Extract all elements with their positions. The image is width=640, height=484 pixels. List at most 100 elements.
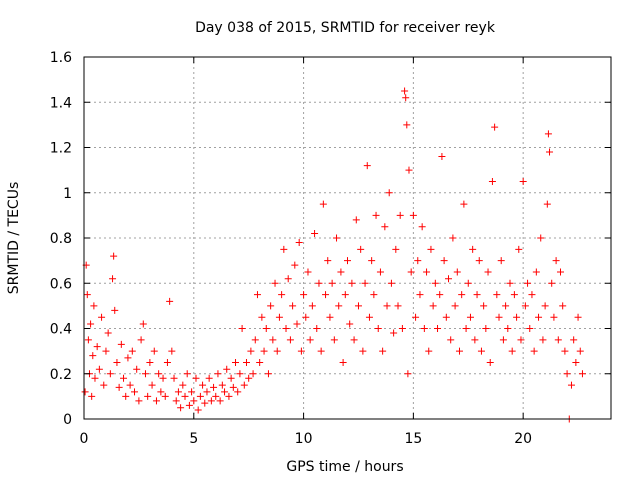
data-point <box>284 275 292 283</box>
data-point <box>291 261 299 269</box>
y-tick-label: 1.6 <box>50 50 72 66</box>
data-point <box>90 302 98 310</box>
data-point <box>519 177 527 185</box>
data-point <box>273 347 281 355</box>
y-tick-label: 1 <box>63 186 72 202</box>
data-point <box>251 336 259 344</box>
data-point <box>521 302 529 310</box>
data-point <box>188 388 196 396</box>
data-point <box>484 268 492 276</box>
data-point <box>95 365 103 373</box>
data-point <box>359 347 367 355</box>
data-point <box>572 358 580 366</box>
data-point <box>269 336 277 344</box>
data-point <box>117 340 125 348</box>
data-point <box>192 374 200 382</box>
data-point <box>319 200 327 208</box>
y-tick-label: 0.2 <box>50 367 72 383</box>
data-point <box>275 313 283 321</box>
data-point <box>548 279 556 287</box>
data-point <box>416 291 424 299</box>
data-point <box>124 354 132 362</box>
data-point <box>144 392 152 400</box>
data-point <box>83 291 91 299</box>
data-point <box>141 370 149 378</box>
data-point <box>137 336 145 344</box>
data-point <box>146 358 154 366</box>
data-point <box>221 388 229 396</box>
x-tick-label: 0 <box>80 431 89 447</box>
data-point <box>210 383 218 391</box>
data-point <box>100 381 108 389</box>
data-point <box>466 313 474 321</box>
data-point <box>423 268 431 276</box>
data-point <box>242 358 250 366</box>
data-point <box>157 388 165 396</box>
data-point <box>126 381 134 389</box>
data-point <box>122 392 130 400</box>
data-point <box>392 245 400 253</box>
data-point <box>403 121 411 129</box>
data-point <box>517 336 525 344</box>
data-point <box>394 302 402 310</box>
data-point <box>344 257 351 265</box>
data-point <box>372 211 380 219</box>
data-point <box>89 352 97 360</box>
data-point <box>464 279 472 287</box>
data-point <box>267 302 275 310</box>
data-point <box>168 347 176 355</box>
data-point <box>460 200 468 208</box>
data-point <box>469 245 477 253</box>
data-point <box>404 370 412 378</box>
data-point <box>311 229 319 237</box>
data-point <box>409 211 417 219</box>
data-point <box>207 397 215 405</box>
data-point <box>264 370 272 378</box>
data-point <box>317 347 325 355</box>
y-axis-label: SRMTID / TECUs <box>6 182 22 295</box>
data-point <box>567 381 575 389</box>
data-point <box>493 291 501 299</box>
data-point <box>205 374 213 382</box>
data-point <box>402 94 410 102</box>
data-point <box>374 325 382 332</box>
x-axis: 0 5 10 15 20 <box>80 57 532 447</box>
data-point <box>354 302 362 310</box>
data-point <box>115 383 123 391</box>
data-point <box>199 381 207 389</box>
data-point <box>491 123 499 131</box>
data-point <box>262 325 270 332</box>
data-point <box>574 313 582 321</box>
data-point <box>368 257 376 265</box>
data-point <box>405 166 413 174</box>
data-point <box>412 313 420 321</box>
x-tick-label: 5 <box>189 431 198 447</box>
data-point <box>196 392 204 400</box>
data-point <box>152 397 160 405</box>
data-point <box>365 313 373 321</box>
data-point <box>475 257 483 265</box>
data-point <box>148 381 156 389</box>
x-tick-label: 20 <box>514 431 532 447</box>
data-point <box>541 302 549 310</box>
data-point <box>480 302 488 310</box>
data-point <box>524 279 532 287</box>
data-point <box>398 325 406 332</box>
data-point <box>508 347 516 355</box>
data-point <box>172 397 180 405</box>
data-point <box>401 87 409 95</box>
data-point <box>227 374 235 382</box>
data-point <box>381 223 389 231</box>
data-point <box>445 275 453 283</box>
data-point <box>554 336 562 344</box>
data-point <box>300 291 308 299</box>
data-point <box>510 291 518 299</box>
data-point <box>81 388 89 396</box>
data-point <box>504 325 512 332</box>
data-point <box>528 291 536 299</box>
data-point <box>282 325 290 332</box>
data-point <box>111 306 119 314</box>
data-point <box>139 320 147 328</box>
data-point <box>387 279 395 287</box>
